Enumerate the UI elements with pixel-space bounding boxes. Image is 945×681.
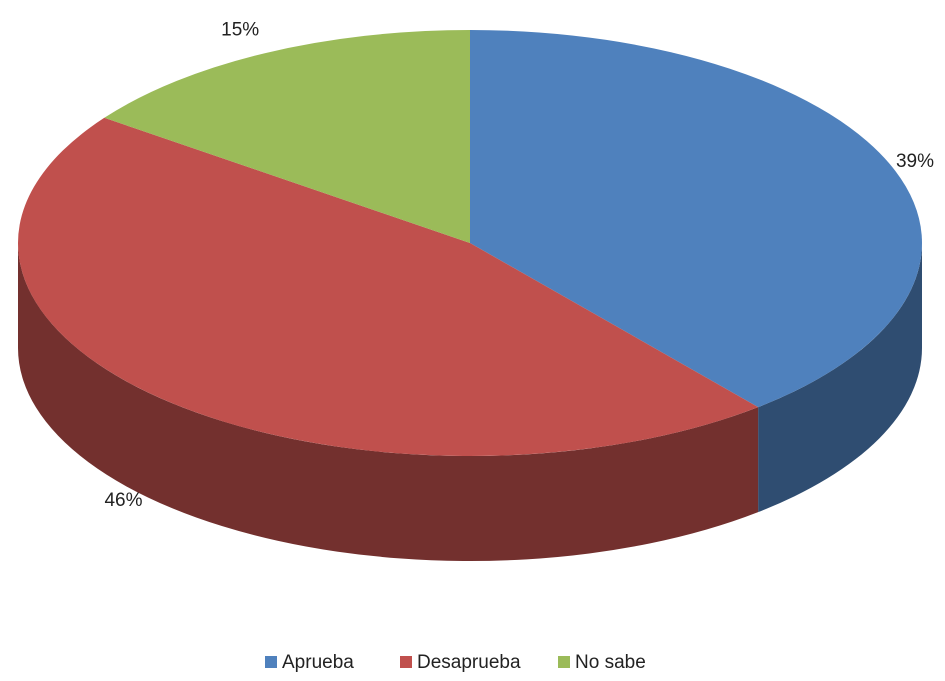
pie-slice: [104, 30, 471, 243]
pie-side: [758, 243, 922, 513]
pie-side: [18, 243, 759, 562]
legend-label: Aprueba: [282, 652, 354, 673]
data-label: 39%: [896, 151, 934, 172]
legend-swatch: [558, 656, 570, 668]
data-label: 15%: [221, 19, 259, 40]
legend-label: No sabe: [575, 652, 646, 673]
pie-slice: [470, 30, 923, 408]
legend-label: Desaprueba: [417, 652, 521, 673]
legend-swatch: [265, 656, 277, 668]
legend-swatch: [400, 656, 412, 668]
pie-slice: [17, 117, 759, 457]
data-label: 46%: [104, 490, 142, 511]
